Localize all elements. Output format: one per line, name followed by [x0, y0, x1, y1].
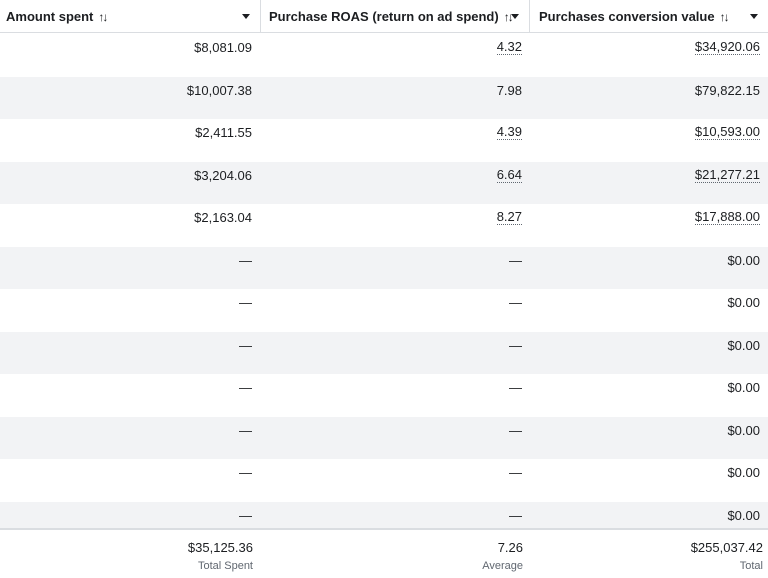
conversion-value-cell: $0.00 [727, 465, 760, 480]
amount-spent-cell: $3,204.06 [194, 167, 252, 183]
table-body: $8,081.09 4.32 $34,920.06 $10,007.38 7.9… [0, 34, 768, 544]
column-header-amount-spent[interactable]: Amount spent ↑↓ [0, 0, 260, 33]
roas-cell: — [509, 252, 522, 268]
roas-cell[interactable]: 4.39 [496, 124, 522, 140]
conversion-value-cell[interactable]: $21,277.21 [694, 166, 760, 183]
amount-spent-cell: — [239, 507, 252, 523]
conversion-value-cell: $0.00 [727, 380, 760, 395]
roas-average: 7.26 [497, 540, 523, 555]
conversion-value-cell: $0.00 [727, 295, 760, 310]
roas-cell: — [509, 422, 522, 438]
conversion-value-cell: $0.00 [727, 337, 760, 353]
roas-cell[interactable]: 6.64 [496, 166, 522, 183]
table-row[interactable]: — — $0.00 [0, 331, 768, 374]
table-row[interactable]: $3,204.06 6.64 $21,277.21 [0, 161, 768, 204]
conversion-value-total: $255,037.42 [690, 540, 763, 555]
conversion-value-total-label: Total [739, 560, 763, 572]
sort-arrows-icon[interactable]: ↑↓ [719, 9, 730, 24]
table-row[interactable]: $2,163.04 8.27 $17,888.00 [0, 204, 768, 247]
amount-spent-cell: $8,081.09 [194, 40, 252, 55]
table-row[interactable]: $10,007.38 7.98 $79,822.15 [0, 76, 768, 119]
amount-spent-cell: $10,007.38 [186, 82, 252, 98]
table-row[interactable]: — — $0.00 [0, 416, 768, 459]
conversion-value-cell[interactable]: $34,920.06 [694, 39, 760, 55]
amount-spent-cell: — [239, 252, 252, 268]
amount-spent-cell: — [239, 380, 252, 395]
table-row[interactable]: $8,081.09 4.32 $34,920.06 [0, 34, 768, 77]
column-header-purchase-roas[interactable]: Purchase ROAS (return on ad spend) ↑↓ [261, 0, 529, 33]
column-divider[interactable] [260, 0, 261, 33]
roas-cell: — [509, 465, 522, 480]
table-header: Amount spent ↑↓ Purchase ROAS (return on… [0, 0, 768, 33]
column-header-conversion-value[interactable]: Purchases conversion value ↑↓ [530, 0, 768, 33]
table-footer-totals: $35,125.36 Total Spent 7.26 Average $255… [0, 528, 768, 578]
conversion-value-cell: $0.00 [727, 507, 760, 523]
roas-average-label: Average [482, 560, 523, 572]
amount-spent-cell: $2,411.55 [195, 125, 252, 140]
amount-spent-cell: — [239, 422, 252, 438]
table-row[interactable]: — — $0.00 [0, 289, 768, 332]
sort-arrows-icon[interactable]: ↑↓ [503, 9, 514, 24]
amount-spent-cell: — [239, 295, 252, 310]
roas-cell: — [509, 380, 522, 395]
amount-spent-cell: — [239, 337, 252, 353]
sort-arrows-icon[interactable]: ↑↓ [98, 9, 108, 24]
amount-spent-cell: — [239, 465, 252, 480]
caret-down-icon[interactable] [242, 14, 250, 19]
caret-down-icon[interactable] [750, 14, 758, 19]
roas-cell: — [509, 295, 522, 310]
conversion-value-cell[interactable]: $10,593.00 [694, 124, 760, 140]
table-row[interactable]: $2,411.55 4.39 $10,593.00 [0, 119, 768, 162]
conversion-value-cell[interactable]: $17,888.00 [694, 209, 760, 225]
amount-spent-total-label: Total Spent [197, 560, 253, 572]
caret-down-icon[interactable] [511, 14, 519, 19]
roas-cell[interactable]: 8.27 [496, 209, 522, 225]
table-row[interactable]: — — $0.00 [0, 246, 768, 289]
amount-spent-cell: $2,163.04 [194, 210, 252, 225]
conversion-value-cell: $0.00 [727, 422, 760, 438]
roas-cell: — [509, 337, 522, 353]
column-header-label: Purchases conversion value [539, 9, 715, 24]
table-row[interactable]: — — $0.00 [0, 374, 768, 417]
conversion-value-cell: $0.00 [727, 252, 760, 268]
column-header-label: Amount spent [6, 9, 94, 24]
column-header-label: Purchase ROAS (return on ad spend) [269, 9, 499, 24]
column-divider[interactable] [529, 0, 530, 33]
roas-cell: — [509, 507, 522, 523]
conversion-value-cell: $79,822.15 [694, 82, 760, 98]
roas-cell[interactable]: 4.32 [496, 39, 522, 55]
table-row[interactable]: — — $0.00 [0, 459, 768, 502]
roas-cell: 7.98 [496, 82, 522, 98]
amount-spent-total: $35,125.36 [187, 540, 253, 555]
